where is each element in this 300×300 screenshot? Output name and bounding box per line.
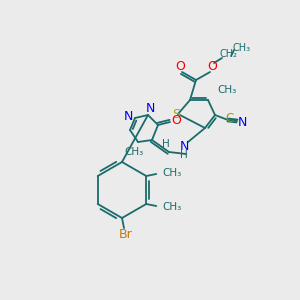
Text: CH₃: CH₃ (162, 168, 182, 178)
Text: CH₂: CH₂ (219, 49, 237, 59)
Text: Br: Br (119, 229, 133, 242)
Text: N: N (123, 110, 133, 124)
Text: CH₃: CH₃ (217, 85, 236, 95)
Text: H: H (180, 150, 188, 160)
Text: H: H (162, 139, 170, 149)
Text: O: O (171, 113, 181, 127)
Text: S: S (172, 107, 180, 121)
Text: N: N (179, 140, 189, 154)
Text: N: N (237, 116, 247, 130)
Text: O: O (207, 61, 217, 74)
Text: CH₃: CH₃ (162, 202, 182, 212)
Text: CH₃: CH₃ (124, 147, 144, 157)
Text: O: O (175, 61, 185, 74)
Text: C: C (225, 112, 233, 124)
Text: N: N (145, 101, 155, 115)
Text: CH₃: CH₃ (233, 43, 251, 53)
